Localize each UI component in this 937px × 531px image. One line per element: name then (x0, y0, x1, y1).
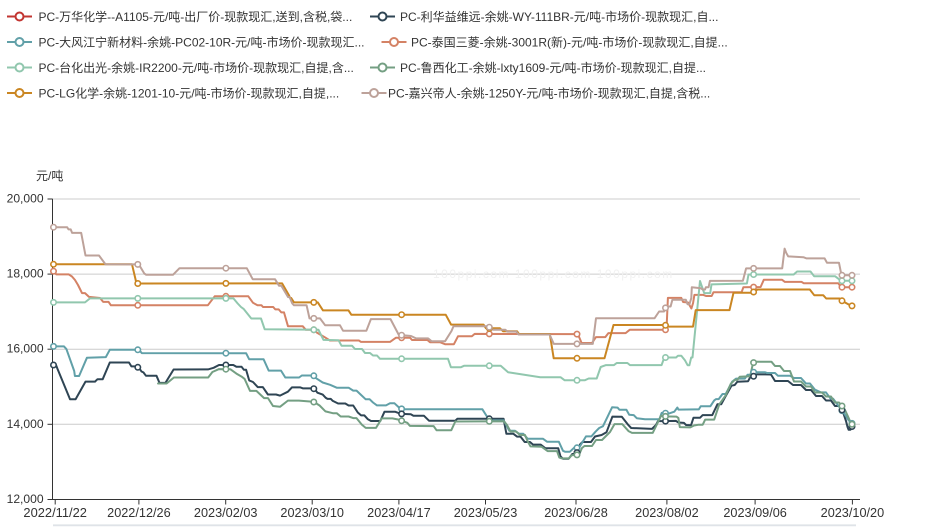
svg-text:100ppi.com 100ppi.com 100ppi.c: 100ppi.com 100ppi.com 100ppi.com (433, 267, 674, 281)
svg-text:PC-大风江宁新材料-余姚-PC02-10R-元/吨-市场价: PC-大风江宁新材料-余姚-PC02-10R-元/吨-市场价-现款现汇... (39, 35, 365, 50)
svg-text:2023/02/03: 2023/02/03 (194, 506, 258, 520)
svg-text:2023/04/17: 2023/04/17 (367, 506, 431, 520)
svg-text:12,000: 12,000 (7, 492, 44, 506)
svg-text:2023/03/10: 2023/03/10 (280, 506, 344, 520)
svg-text:2023/10/20: 2023/10/20 (821, 506, 885, 520)
svg-text:2022/11/22: 2022/11/22 (23, 506, 87, 520)
svg-text:16,000: 16,000 (7, 342, 44, 356)
svg-text:PC-嘉兴帝人-余姚-1250Y-元/吨-市场价-现款现汇,: PC-嘉兴帝人-余姚-1250Y-元/吨-市场价-现款现汇,自提,含税... (388, 86, 710, 101)
svg-text:2023/06/28: 2023/06/28 (544, 506, 608, 520)
svg-text:PC-万华化学--A1105-元/吨-出厂价-现款现汇,送到: PC-万华化学--A1105-元/吨-出厂价-现款现汇,送到,含税,袋... (39, 9, 353, 24)
svg-text:2023/05/23: 2023/05/23 (454, 506, 518, 520)
svg-text:元/吨: 元/吨 (36, 169, 63, 183)
svg-text:PC-利华益维远-余姚-WY-111BR-元/吨-市场价-现: PC-利华益维远-余姚-WY-111BR-元/吨-市场价-现款现汇,自... (400, 9, 718, 24)
svg-text:18,000: 18,000 (7, 267, 44, 281)
svg-text:2023/09/06: 2023/09/06 (723, 506, 787, 520)
svg-text:14,000: 14,000 (7, 417, 44, 431)
svg-text:20,000: 20,000 (7, 192, 44, 206)
svg-text:PC-鲁西化工-余姚-lxty1609-元/吨-市场价-现款: PC-鲁西化工-余姚-lxty1609-元/吨-市场价-现款现汇,自提... (400, 60, 706, 75)
svg-text:2022/12/26: 2022/12/26 (107, 506, 171, 520)
svg-text:PC-LG化学-余姚-1201-10-元/吨-市场价-现款现: PC-LG化学-余姚-1201-10-元/吨-市场价-现款现汇,自提,... (39, 86, 340, 101)
svg-text:2023/08/02: 2023/08/02 (635, 506, 699, 520)
svg-text:PC-台化出光-余姚-IR2200-元/吨-市场价-现款现汇: PC-台化出光-余姚-IR2200-元/吨-市场价-现款现汇,自提,含... (39, 60, 354, 75)
svg-text:PC-泰国三菱-余姚-3001R(新)-元/吨-市场价-现款: PC-泰国三菱-余姚-3001R(新)-元/吨-市场价-现款现汇,自提... (411, 35, 728, 50)
